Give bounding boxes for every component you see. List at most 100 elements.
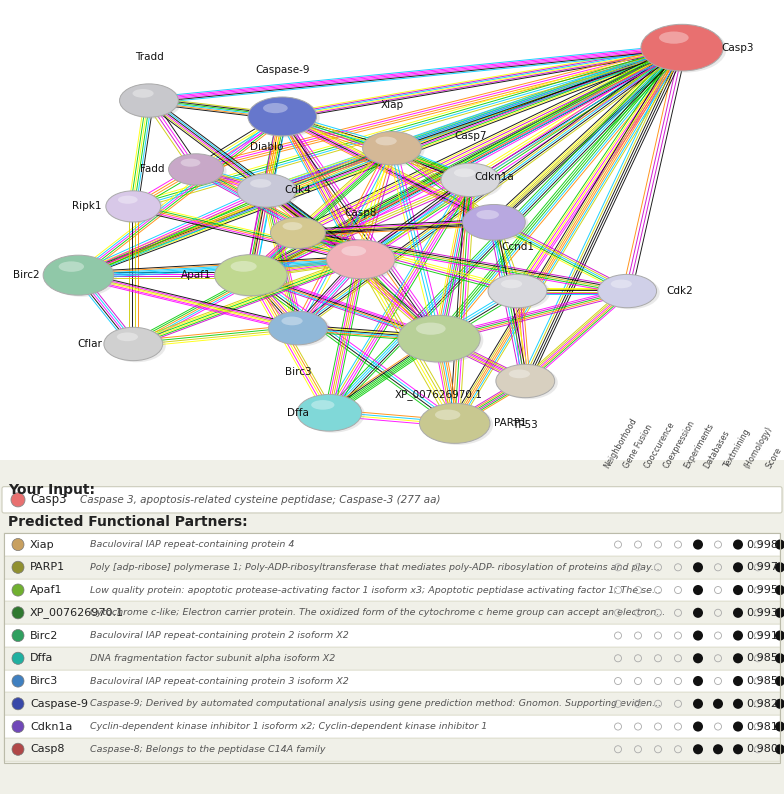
Text: 0.995: 0.995 — [746, 585, 778, 595]
Text: Caspase-9: Caspase-9 — [255, 65, 310, 75]
Ellipse shape — [43, 255, 114, 295]
Text: 0.998: 0.998 — [746, 540, 778, 549]
Text: PARP1: PARP1 — [494, 418, 527, 428]
Circle shape — [11, 493, 25, 507]
Ellipse shape — [466, 206, 528, 241]
FancyBboxPatch shape — [4, 715, 780, 738]
Text: Xiap: Xiap — [30, 540, 55, 549]
Circle shape — [733, 539, 743, 549]
Circle shape — [775, 562, 784, 572]
Ellipse shape — [103, 327, 163, 360]
FancyBboxPatch shape — [4, 624, 780, 647]
Text: Poly [adp-ribose] polymerase 1; Poly-ADP-ribosyltransferase that mediates poly-A: Poly [adp-ribose] polymerase 1; Poly-ADP… — [90, 563, 660, 572]
Text: 0.985: 0.985 — [746, 676, 778, 686]
Circle shape — [733, 607, 743, 618]
Ellipse shape — [132, 89, 154, 98]
Ellipse shape — [46, 256, 117, 297]
Text: 0.980: 0.980 — [746, 744, 778, 754]
FancyBboxPatch shape — [4, 669, 780, 692]
Ellipse shape — [268, 311, 328, 345]
Circle shape — [733, 744, 743, 754]
Text: Ccnd1: Ccnd1 — [501, 242, 534, 252]
Circle shape — [12, 675, 24, 687]
Ellipse shape — [109, 192, 164, 224]
Ellipse shape — [59, 261, 84, 272]
Circle shape — [775, 676, 784, 686]
Circle shape — [693, 653, 703, 663]
Ellipse shape — [281, 317, 303, 326]
Ellipse shape — [509, 369, 530, 378]
Ellipse shape — [271, 313, 330, 346]
Text: XP_007626970.1: XP_007626970.1 — [395, 390, 483, 400]
Ellipse shape — [117, 333, 138, 341]
Text: Birc2: Birc2 — [13, 270, 39, 280]
Circle shape — [693, 562, 703, 572]
Text: Your Input:: Your Input: — [8, 483, 95, 496]
Ellipse shape — [250, 179, 271, 187]
Ellipse shape — [644, 26, 726, 72]
Ellipse shape — [397, 315, 480, 362]
FancyBboxPatch shape — [0, 461, 784, 794]
Ellipse shape — [300, 396, 365, 433]
Circle shape — [733, 630, 743, 641]
Ellipse shape — [659, 32, 688, 44]
Circle shape — [693, 676, 703, 686]
Circle shape — [12, 561, 24, 573]
Circle shape — [733, 585, 743, 595]
Ellipse shape — [501, 279, 522, 288]
Ellipse shape — [419, 403, 490, 443]
Text: Baculoviral IAP repeat-containing protein 4: Baculoviral IAP repeat-containing protei… — [90, 540, 294, 549]
Text: Baculoviral IAP repeat-containing protein 2 isoform X2: Baculoviral IAP repeat-containing protei… — [90, 631, 349, 640]
Ellipse shape — [463, 205, 525, 240]
Ellipse shape — [598, 275, 656, 308]
Ellipse shape — [274, 219, 328, 250]
Circle shape — [733, 562, 743, 572]
Circle shape — [693, 539, 703, 549]
Text: 0.982: 0.982 — [746, 699, 778, 709]
Ellipse shape — [454, 168, 475, 177]
Text: Score: Score — [764, 446, 783, 471]
Ellipse shape — [496, 364, 555, 398]
Ellipse shape — [180, 159, 201, 167]
Circle shape — [775, 699, 784, 709]
Text: Birc2: Birc2 — [30, 630, 58, 641]
Text: Casp8: Casp8 — [344, 208, 377, 218]
Text: Casp3: Casp3 — [30, 493, 67, 507]
Text: Apaf1: Apaf1 — [30, 585, 63, 595]
Text: Ripk1: Ripk1 — [72, 202, 102, 211]
Text: Xiap: Xiap — [380, 99, 404, 110]
FancyBboxPatch shape — [4, 647, 780, 669]
Ellipse shape — [169, 154, 223, 185]
Text: Predicted Functional Partners:: Predicted Functional Partners: — [8, 515, 248, 529]
Circle shape — [775, 744, 784, 754]
Ellipse shape — [365, 133, 425, 167]
Text: TP53: TP53 — [513, 420, 538, 430]
FancyBboxPatch shape — [2, 487, 782, 513]
Circle shape — [12, 630, 24, 642]
Text: Birc3: Birc3 — [285, 367, 311, 376]
Circle shape — [775, 630, 784, 641]
Circle shape — [693, 744, 703, 754]
Ellipse shape — [444, 165, 503, 198]
FancyBboxPatch shape — [4, 579, 780, 601]
Text: (Homology): (Homology) — [742, 425, 774, 471]
Ellipse shape — [441, 164, 499, 197]
Text: 0.985: 0.985 — [746, 653, 778, 663]
FancyBboxPatch shape — [4, 692, 780, 715]
Circle shape — [733, 676, 743, 686]
Text: Gene Fusion: Gene Fusion — [622, 423, 655, 471]
Text: Dffa: Dffa — [287, 408, 309, 418]
Ellipse shape — [237, 174, 296, 207]
Ellipse shape — [172, 156, 227, 187]
Text: DNA fragmentation factor subunit alpha isoform X2: DNA fragmentation factor subunit alpha i… — [90, 653, 336, 663]
Circle shape — [693, 699, 703, 709]
Circle shape — [713, 744, 723, 754]
Ellipse shape — [311, 400, 335, 410]
Ellipse shape — [118, 195, 138, 204]
Text: Cytochrome c-like; Electron carrier protein. The oxidized form of the cytochrome: Cytochrome c-like; Electron carrier prot… — [90, 608, 666, 617]
Text: Casp7: Casp7 — [454, 131, 487, 141]
Text: Baculoviral IAP repeat-containing protein 3 isoform X2: Baculoviral IAP repeat-containing protei… — [90, 676, 349, 685]
Ellipse shape — [435, 410, 460, 420]
Circle shape — [12, 720, 24, 733]
Circle shape — [12, 698, 24, 710]
